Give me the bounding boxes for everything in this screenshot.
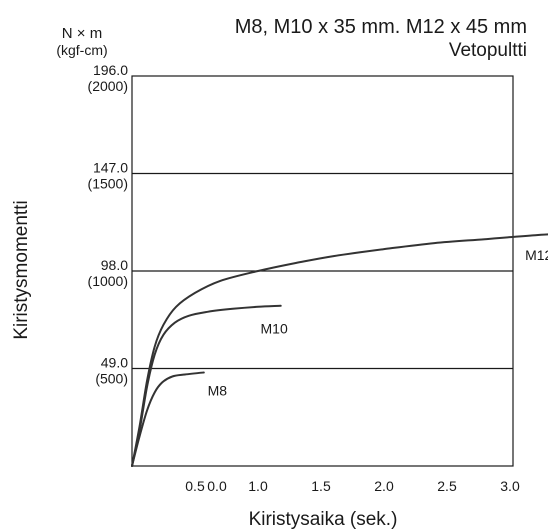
series-group: M8 M10 M12 <box>131 233 548 467</box>
x-tick-label: 2.5 <box>437 478 457 494</box>
y-axis-title: Kiristysmomentti <box>11 200 32 339</box>
series-line-m8 <box>131 371 205 467</box>
y-unit-label: N × m <box>62 25 102 42</box>
x-tick-label: 0.5 <box>185 478 205 494</box>
y-tick-sub-label: (1500) <box>88 176 128 192</box>
series-line-m10 <box>131 304 282 467</box>
series-label-m8: M8 <box>208 382 228 398</box>
chart-subtitle: Vetopultti <box>449 40 527 61</box>
x-tick-label: 3.0 <box>500 478 520 494</box>
series-label-m12: M12 <box>525 247 548 263</box>
y-tick-label: 49.0 <box>101 355 128 371</box>
x-axis-title: Kiristysaika (sek.) <box>249 509 398 530</box>
y-tick-sub-label: (500) <box>95 371 128 387</box>
series-line-m12 <box>131 233 548 467</box>
y-tick-sub-label: (2000) <box>88 78 128 94</box>
y-tick-labels: 196.0(2000) 147.0(1500) 98.0(1000) 49.0(500… <box>88 62 129 387</box>
x-tick-labels: 0.5 1.0 1.5 2.0 2.5 3.0 0.0 <box>185 478 520 494</box>
x-tick-label: 1.0 <box>248 478 268 494</box>
y-tick-label: 147.0 <box>93 160 128 176</box>
y-unit-sub-label: (kgf-cm) <box>56 42 107 58</box>
series-label-m10: M10 <box>261 321 288 337</box>
y-tick-sub-label: (1000) <box>88 273 128 289</box>
x-origin-label: 0.0 <box>207 478 227 494</box>
y-tick-label: 196.0 <box>93 62 128 78</box>
x-tick-label: 1.5 <box>311 478 331 494</box>
gridlines <box>132 172 513 370</box>
y-tick-label: 98.0 <box>101 257 128 273</box>
chart-title: M8, M10 x 35 mm. M12 x 45 mm <box>235 16 527 38</box>
x-tick-label: 2.0 <box>374 478 394 494</box>
